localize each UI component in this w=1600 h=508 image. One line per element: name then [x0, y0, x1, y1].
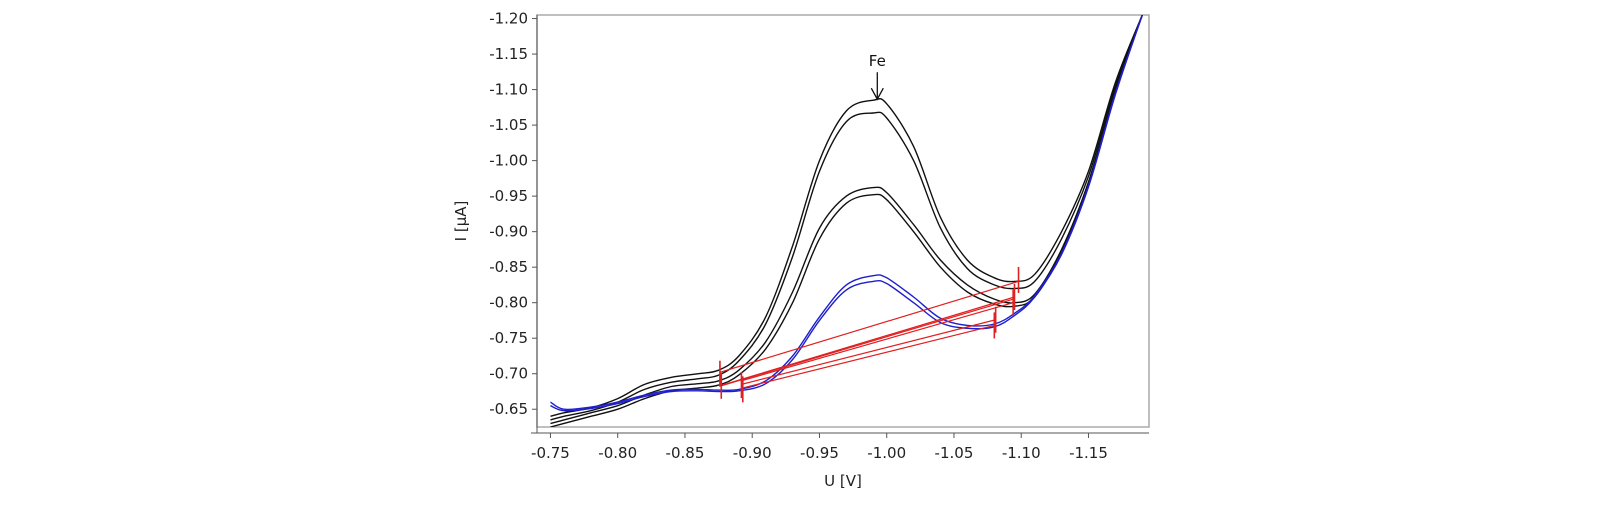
- y-tick-label: -1.00: [489, 152, 528, 170]
- annotation-label: Fe: [869, 52, 886, 70]
- y-axis-title: I [µA]: [452, 201, 470, 242]
- baseline-4: [741, 302, 1014, 382]
- x-tick-label: -1.15: [1069, 444, 1108, 462]
- y-tick-label: -0.85: [489, 258, 528, 276]
- y-tick-label: -0.70: [489, 365, 528, 383]
- x-tick-label: -0.75: [531, 444, 570, 462]
- x-tick-label: -0.95: [800, 444, 839, 462]
- series-line-6: [550, 15, 1143, 412]
- x-tick-label: -0.85: [666, 444, 705, 462]
- baseline-layer: [719, 280, 1019, 389]
- y-tick-label: -1.10: [489, 81, 528, 99]
- x-tick-label: -1.00: [867, 444, 906, 462]
- x-axis-title: U [V]: [824, 472, 862, 490]
- y-tick-label: -1.20: [489, 10, 528, 28]
- y-tick-label: -0.90: [489, 223, 528, 241]
- y-tick-label: -1.15: [489, 45, 528, 63]
- marker-layer: [719, 266, 1020, 403]
- series-line-1: [550, 15, 1143, 417]
- y-tick-label: -0.95: [489, 187, 528, 205]
- baseline-1: [719, 280, 1019, 373]
- plot-frame: [536, 14, 1150, 428]
- baseline-6: [742, 324, 995, 389]
- x-tick-label: -0.80: [598, 444, 637, 462]
- x-tick-label: -1.05: [935, 444, 974, 462]
- y-tick-label: -0.80: [489, 294, 528, 312]
- x-tick-label: -0.90: [733, 444, 772, 462]
- axis-layer: -0.65 -0.70 -0.75 -0.80 -0.85 -0.90 -0.95 -1.00…: [489, 10, 1149, 462]
- baseline-5: [741, 319, 996, 385]
- annotation-arrow-head: [870, 87, 884, 101]
- y-tick-label: -1.05: [489, 116, 528, 134]
- x-tick-label: -1.10: [1002, 444, 1041, 462]
- baseline-3: [721, 298, 1014, 387]
- y-tick-label: -0.65: [489, 400, 528, 418]
- series-line-5: [550, 15, 1143, 411]
- annotation-layer: Fe: [869, 52, 886, 101]
- y-tick-label: -0.75: [489, 329, 528, 347]
- series-line-2: [550, 15, 1143, 421]
- series-layer: [550, 15, 1143, 427]
